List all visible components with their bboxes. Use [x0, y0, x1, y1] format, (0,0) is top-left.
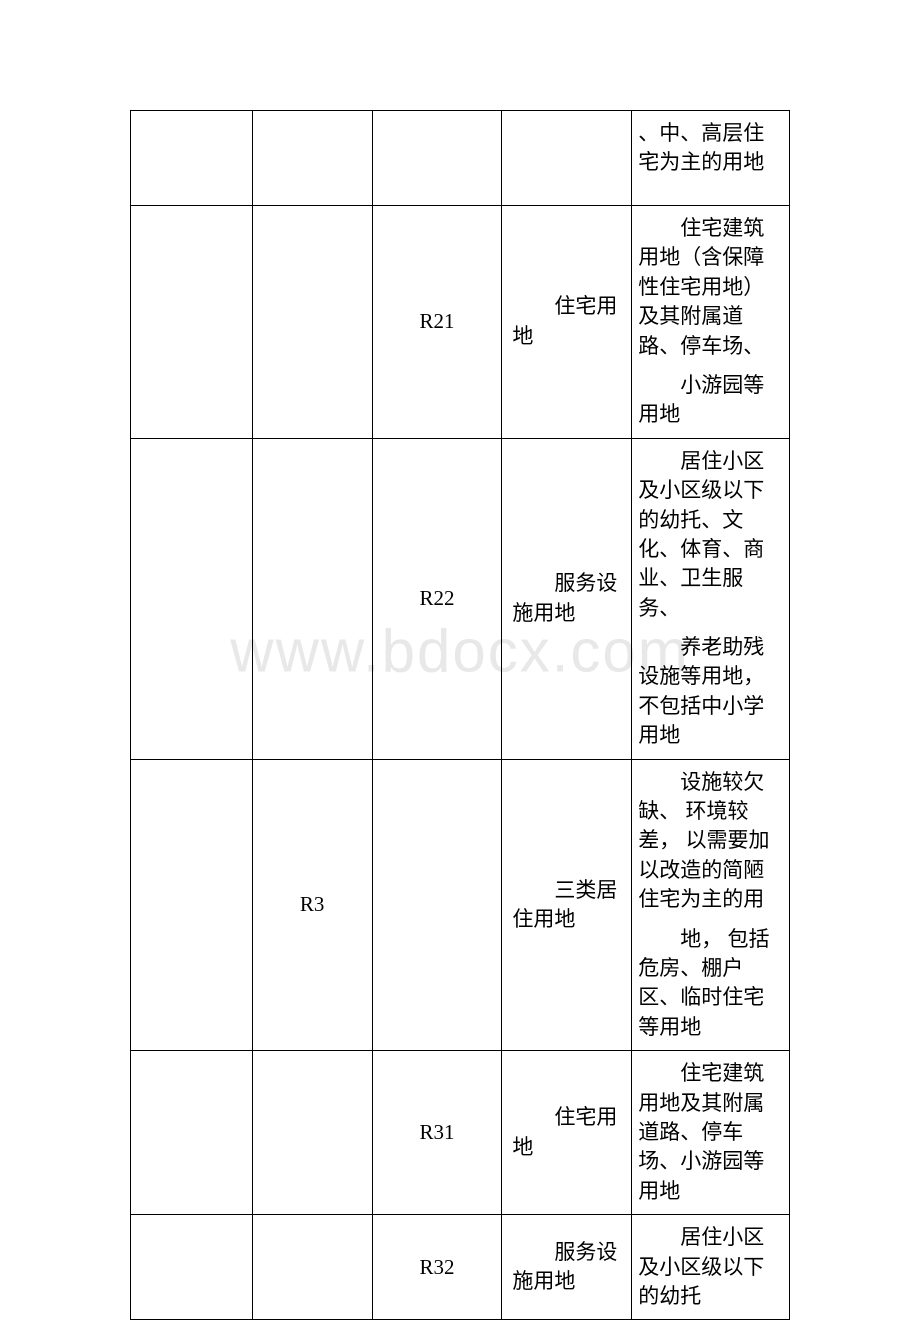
table-row: R3 三类居住用地 设施较欠缺、 环境较差， 以需要加以改造的简陋住宅为主的用 … — [131, 759, 790, 1051]
desc-para: 小游园等用地 — [638, 371, 783, 430]
cell-cat2 — [252, 1215, 372, 1320]
cell-desc: 住宅建筑用地及其附属道路、停车场、小游园等用地 — [632, 1051, 790, 1215]
cell-name — [502, 111, 632, 206]
desc-para: 设施较欠缺、 环境较差， 以需要加以改造的简陋住宅为主的用 — [638, 768, 783, 915]
table-row: 、中、高层住宅为主的用地 — [131, 111, 790, 206]
cell-cat2 — [252, 438, 372, 759]
cell-desc: 设施较欠缺、 环境较差， 以需要加以改造的简陋住宅为主的用 地， 包括危房、棚户… — [632, 759, 790, 1051]
cell-cat1 — [131, 1051, 253, 1215]
cell-name: 住宅用地 — [502, 206, 632, 439]
table-row: R31 住宅用地 住宅建筑用地及其附属道路、停车场、小游园等用地 — [131, 1051, 790, 1215]
cell-cat2 — [252, 206, 372, 439]
desc-para: 住宅建筑用地及其附属道路、停车场、小游园等用地 — [638, 1059, 783, 1206]
cell-desc: 居住小区及小区级以下的幼托 — [632, 1215, 790, 1320]
cell-cat1 — [131, 1215, 253, 1320]
cell-code — [372, 759, 502, 1051]
land-classification-table: 、中、高层住宅为主的用地 R21 住宅用地 住宅建筑用地（含保障性住宅用地）及其… — [130, 110, 790, 1320]
desc-para: 养老助残设施等用地，不包括中小学用地 — [638, 633, 783, 751]
cell-cat2 — [252, 1051, 372, 1215]
desc-para: 、中、高层住宅为主的用地 — [638, 119, 783, 178]
cell-name: 服务设施用地 — [502, 438, 632, 759]
desc-para: 地， 包括危房、棚户区、临时住宅等用地 — [638, 925, 783, 1043]
cell-code: R21 — [372, 206, 502, 439]
cell-desc: 居住小区及小区级以下的幼托、文化、体育、商业、卫生服务、 养老助残设施等用地，不… — [632, 438, 790, 759]
desc-para: 居住小区及小区级以下的幼托 — [638, 1223, 783, 1311]
table-row: R32 服务设施用地 居住小区及小区级以下的幼托 — [131, 1215, 790, 1320]
cell-name: 三类居住用地 — [502, 759, 632, 1051]
cell-cat2: R3 — [252, 759, 372, 1051]
desc-para: 居住小区及小区级以下的幼托、文化、体育、商业、卫生服务、 — [638, 447, 783, 623]
cell-code: R31 — [372, 1051, 502, 1215]
cell-desc: 、中、高层住宅为主的用地 — [632, 111, 790, 206]
cell-code — [372, 111, 502, 206]
cell-name: 住宅用地 — [502, 1051, 632, 1215]
cell-cat1 — [131, 438, 253, 759]
table-row: R22 服务设施用地 居住小区及小区级以下的幼托、文化、体育、商业、卫生服务、 … — [131, 438, 790, 759]
cell-cat1 — [131, 111, 253, 206]
table-row: R21 住宅用地 住宅建筑用地（含保障性住宅用地）及其附属道路、停车场、 小游园… — [131, 206, 790, 439]
cell-name: 服务设施用地 — [502, 1215, 632, 1320]
cell-cat1 — [131, 759, 253, 1051]
cell-desc: 住宅建筑用地（含保障性住宅用地）及其附属道路、停车场、 小游园等用地 — [632, 206, 790, 439]
cell-cat2 — [252, 111, 372, 206]
cell-code: R22 — [372, 438, 502, 759]
cell-code: R32 — [372, 1215, 502, 1320]
desc-para: 住宅建筑用地（含保障性住宅用地）及其附属道路、停车场、 — [638, 214, 783, 361]
cell-cat1 — [131, 206, 253, 439]
